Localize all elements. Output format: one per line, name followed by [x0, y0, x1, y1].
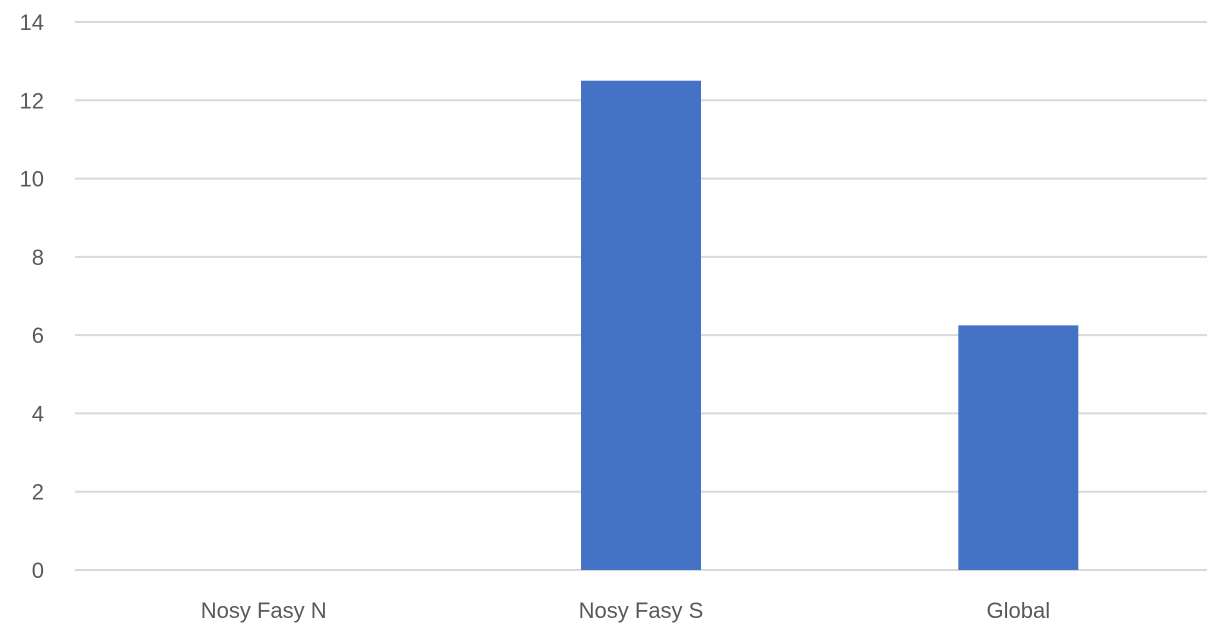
y-tick-label: 8: [32, 245, 44, 270]
y-axis-ticks: 0 2 4 6 8 10 12 14: [20, 10, 44, 583]
y-tick-label: 6: [32, 323, 44, 348]
x-category-label: Nosy Fasy N: [201, 598, 327, 623]
x-category-label: Global: [987, 598, 1051, 623]
y-tick-label: 4: [32, 401, 44, 426]
bar-nosy-fasy-s: [581, 80, 701, 570]
x-axis-labels: Nosy Fasy N Nosy Fasy S Global: [201, 598, 1050, 623]
y-tick-label: 0: [32, 558, 44, 583]
y-tick-label: 2: [32, 480, 44, 505]
bars: [581, 80, 1079, 570]
x-category-label: Nosy Fasy S: [579, 598, 704, 623]
bar-global: [958, 325, 1079, 570]
y-tick-label: 14: [20, 10, 44, 35]
y-tick-label: 10: [20, 167, 44, 192]
y-tick-label: 12: [20, 88, 44, 113]
